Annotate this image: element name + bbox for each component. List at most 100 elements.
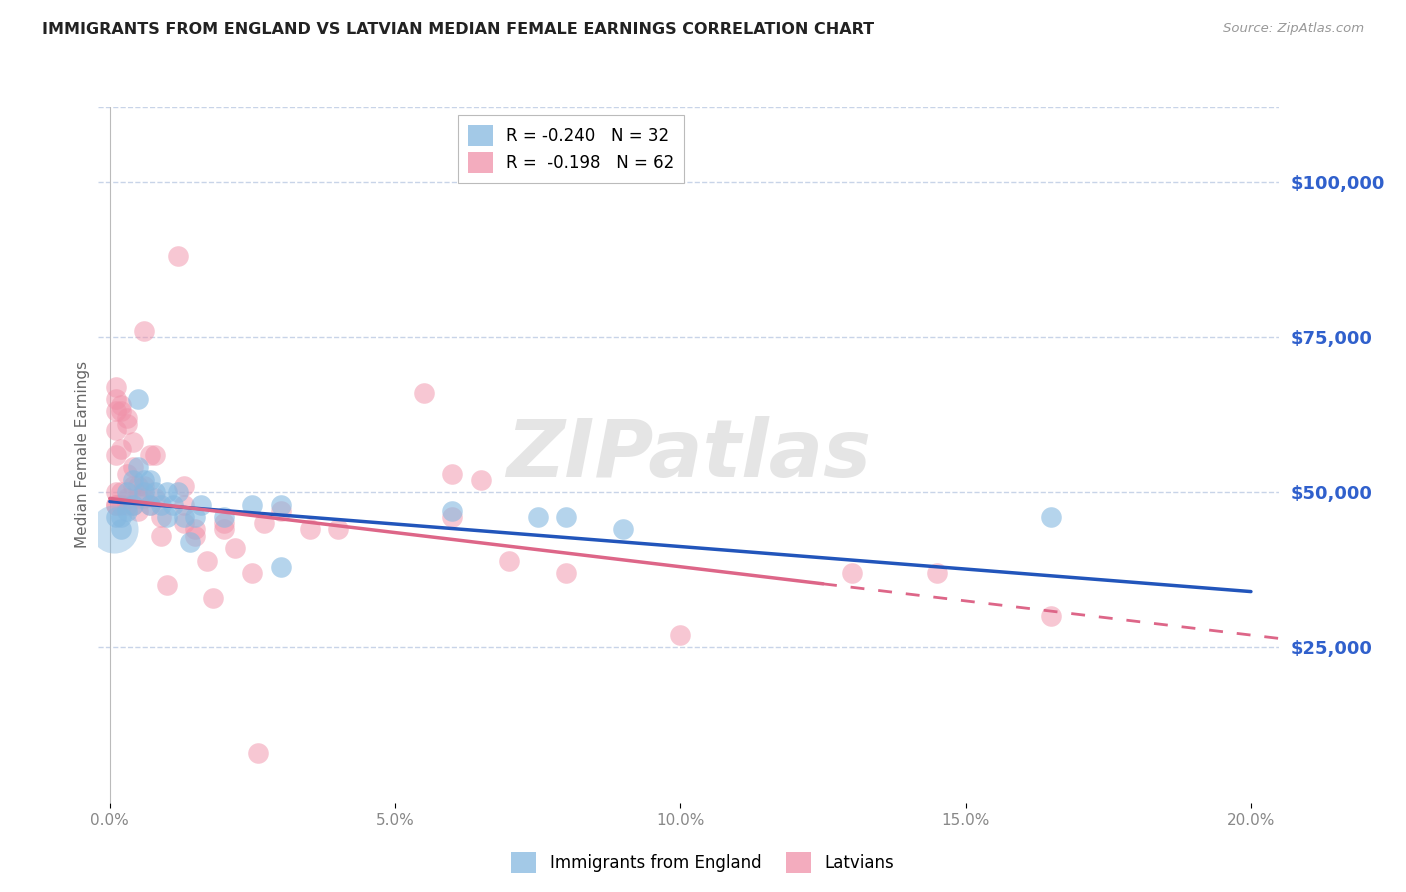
Point: [127, 460, 149, 475]
Point: [173, 510, 195, 524]
Point: [121, 498, 143, 512]
Point: [150, 498, 173, 512]
Point: [132, 324, 155, 338]
Point: [127, 504, 149, 518]
Point: [470, 473, 492, 487]
Point: [555, 566, 578, 580]
Point: [145, 491, 167, 506]
Text: IMMIGRANTS FROM ENGLAND VS LATVIAN MEDIAN FEMALE EARNINGS CORRELATION CHART: IMMIGRANTS FROM ENGLAND VS LATVIAN MEDIA…: [42, 22, 875, 37]
Point: [115, 467, 138, 481]
Point: [184, 523, 207, 537]
Point: [270, 498, 292, 512]
Point: [150, 529, 173, 543]
Point: [132, 491, 155, 506]
Point: [270, 504, 292, 518]
Point: [212, 516, 235, 531]
Point: [104, 485, 127, 500]
Point: [156, 510, 179, 524]
Point: [412, 385, 434, 400]
Point: [179, 534, 201, 549]
Point: [156, 578, 179, 592]
Point: [110, 510, 132, 524]
Point: [115, 491, 138, 506]
Point: [555, 510, 578, 524]
Point: [173, 498, 195, 512]
Point: [298, 523, 321, 537]
Point: [139, 498, 162, 512]
Point: [115, 410, 138, 425]
Y-axis label: Median Female Earnings: Median Female Earnings: [75, 361, 90, 549]
Point: [127, 392, 149, 406]
Point: [115, 498, 138, 512]
Point: [224, 541, 246, 555]
Point: [253, 516, 276, 531]
Point: [127, 491, 149, 506]
Point: [927, 566, 949, 580]
Point: [121, 460, 143, 475]
Point: [841, 566, 863, 580]
Point: [121, 473, 143, 487]
Point: [121, 435, 143, 450]
Point: [526, 510, 548, 524]
Point: [110, 523, 132, 537]
Point: [247, 746, 270, 760]
Point: [104, 448, 127, 462]
Point: [184, 529, 207, 543]
Legend: R = -0.240   N = 32, R =  -0.198   N = 62: R = -0.240 N = 32, R = -0.198 N = 62: [457, 115, 685, 183]
Point: [132, 479, 155, 493]
Point: [139, 448, 162, 462]
Point: [270, 559, 292, 574]
Point: [201, 591, 224, 605]
Point: [132, 473, 155, 487]
Text: Source: ZipAtlas.com: Source: ZipAtlas.com: [1223, 22, 1364, 36]
Point: [156, 485, 179, 500]
Point: [1040, 609, 1063, 624]
Point: [441, 504, 464, 518]
Point: [1040, 510, 1063, 524]
Point: [110, 485, 132, 500]
Point: [498, 553, 520, 567]
Point: [162, 498, 184, 512]
Point: [110, 404, 132, 418]
Point: [104, 423, 127, 437]
Point: [104, 498, 127, 512]
Point: [104, 510, 127, 524]
Point: [115, 504, 138, 518]
Point: [132, 485, 155, 500]
Text: ZIPatlas: ZIPatlas: [506, 416, 872, 494]
Point: [110, 398, 132, 412]
Point: [212, 523, 235, 537]
Point: [441, 510, 464, 524]
Point: [173, 516, 195, 531]
Point: [173, 479, 195, 493]
Point: [184, 510, 207, 524]
Point: [242, 498, 264, 512]
Point: [121, 498, 143, 512]
Point: [669, 628, 692, 642]
Point: [145, 448, 167, 462]
Point: [326, 523, 349, 537]
Point: [104, 379, 127, 393]
Point: [195, 553, 218, 567]
Point: [110, 498, 132, 512]
Point: [139, 473, 162, 487]
Point: [115, 417, 138, 431]
Point: [115, 485, 138, 500]
Point: [212, 510, 235, 524]
Point: [612, 523, 634, 537]
Point: [167, 485, 190, 500]
Point: [121, 479, 143, 493]
Point: [104, 392, 127, 406]
Point: [190, 498, 212, 512]
Point: [242, 566, 264, 580]
Point: [110, 442, 132, 456]
Point: [167, 249, 190, 263]
Point: [104, 404, 127, 418]
Point: [145, 485, 167, 500]
Point: [139, 498, 162, 512]
Point: [104, 498, 127, 512]
Point: [127, 479, 149, 493]
Point: [103, 523, 125, 537]
Point: [150, 510, 173, 524]
Point: [441, 467, 464, 481]
